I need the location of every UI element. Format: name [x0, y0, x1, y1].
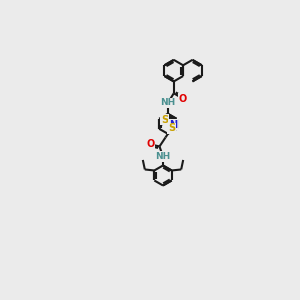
Text: S: S	[168, 123, 175, 134]
Text: O: O	[179, 94, 187, 104]
Text: O: O	[146, 140, 154, 149]
Text: S: S	[161, 115, 168, 125]
Text: NH: NH	[155, 152, 171, 161]
Text: N: N	[169, 120, 177, 130]
Text: NH: NH	[160, 98, 176, 107]
